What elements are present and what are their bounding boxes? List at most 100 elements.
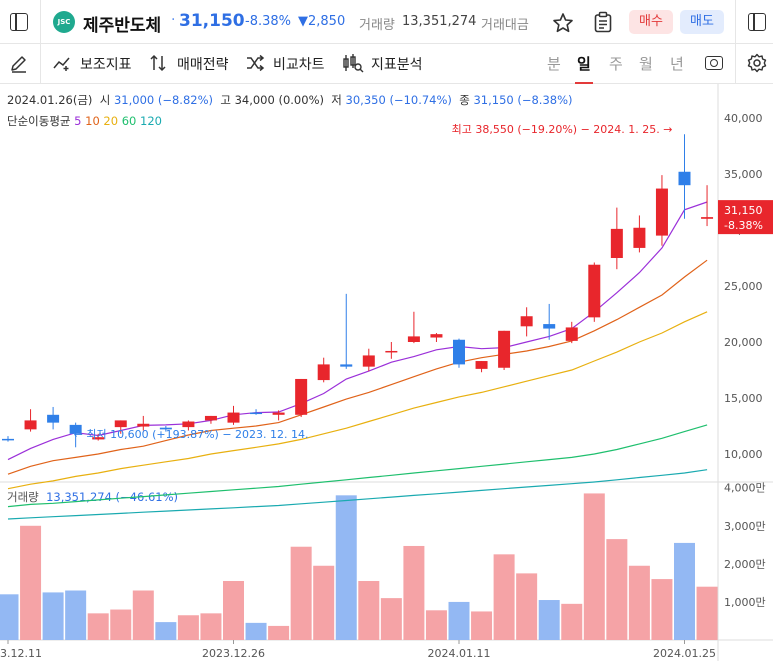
volume-bar bbox=[448, 601, 470, 640]
candle-body bbox=[250, 412, 263, 415]
price-tick-label: 10,000 bbox=[724, 448, 763, 461]
volume-bar bbox=[177, 615, 199, 640]
x-tick-label: 2023.12.26 bbox=[202, 647, 265, 660]
last-price-badge bbox=[718, 200, 773, 235]
low-annotation: ← 최저 10,600 (+193.87%) − 2023. 12. 14. bbox=[74, 428, 309, 441]
candle-body bbox=[340, 364, 353, 367]
candle-body bbox=[678, 171, 691, 186]
candle-body bbox=[47, 414, 60, 423]
volume-bar bbox=[516, 573, 538, 640]
moving-average-ma5 bbox=[7, 201, 708, 461]
price-tick-label: 35,000 bbox=[724, 168, 763, 181]
volume-bar bbox=[538, 600, 560, 640]
clipboard-icon[interactable] bbox=[593, 11, 613, 33]
star-icon[interactable] bbox=[552, 12, 574, 34]
open-value: 31,000 (−8.82%) bbox=[113, 93, 214, 107]
candle-body bbox=[543, 324, 556, 329]
volume-bar bbox=[335, 495, 357, 640]
stock-header: JSC 제주반도체 · 31,150 -8.38% ▼2,850 거래량 13,… bbox=[0, 0, 773, 44]
volume-tick-label: 1,000만 bbox=[724, 596, 766, 609]
current-price: 31,150 bbox=[179, 11, 245, 31]
last-price-label: 31,150 bbox=[724, 204, 763, 217]
candle-body bbox=[475, 361, 488, 369]
high-annotation: 최고 38,550 (−19.20%) − 2024. 1. 25. → bbox=[452, 123, 673, 136]
gear-icon[interactable] bbox=[747, 53, 767, 73]
candle-body bbox=[159, 427, 172, 430]
candle-body bbox=[2, 438, 14, 441]
volume-bar bbox=[42, 592, 64, 640]
ma-120: 120 bbox=[140, 114, 162, 128]
volume-bar bbox=[223, 580, 244, 640]
volume-bar bbox=[200, 613, 222, 640]
stock-logo: JSC bbox=[53, 11, 75, 33]
volume-bar bbox=[110, 609, 132, 640]
volume-bar bbox=[290, 546, 312, 640]
candle-body bbox=[588, 264, 601, 318]
price-tick-label: 25,000 bbox=[724, 280, 763, 293]
high-label: 고 bbox=[220, 93, 231, 107]
high-value: 34,000 (0.00%) bbox=[234, 93, 324, 107]
close-value: 31,150 (−8.38%) bbox=[473, 93, 573, 107]
indicator-button[interactable]: 보조지표 bbox=[80, 57, 132, 73]
sidebar-toggle-icon[interactable] bbox=[10, 13, 28, 31]
candle-body bbox=[655, 188, 668, 236]
sell-button[interactable]: 매도 bbox=[680, 10, 724, 34]
volume-info: 거래량 13,351,274 (−46.61%) bbox=[7, 489, 178, 505]
volume-tick-label: 2,000만 bbox=[724, 558, 766, 571]
volume-bar bbox=[606, 539, 628, 640]
volume-bar bbox=[132, 590, 154, 640]
compare-shuffle-icon[interactable] bbox=[245, 54, 265, 72]
pencil-icon[interactable] bbox=[9, 54, 29, 74]
analysis-candle-icon[interactable] bbox=[342, 53, 364, 73]
ohlc-info: 2024.01.26(금) 시 31,000 (−8.82%) 고 34,000… bbox=[7, 92, 573, 108]
candle-body bbox=[182, 421, 195, 428]
x-tick-label: 3.12.11 bbox=[0, 647, 42, 660]
moving-average-legend[interactable]: 단순이동평균 5 10 20 60 120 bbox=[7, 113, 162, 129]
volume-bar bbox=[358, 580, 380, 640]
candle-body bbox=[92, 437, 105, 440]
period-week[interactable]: 주 bbox=[609, 55, 623, 73]
period-year[interactable]: 년 bbox=[670, 55, 684, 73]
volume-bar bbox=[493, 554, 515, 640]
moving-average-ma60 bbox=[7, 424, 708, 508]
candle-body bbox=[520, 316, 533, 327]
trade-strategy-icon[interactable] bbox=[148, 54, 168, 72]
indicator-analysis-button[interactable]: 지표분석 bbox=[371, 57, 423, 73]
volume-info-value: 13,351,274 (−46.61%) bbox=[46, 490, 179, 504]
compare-chart-button[interactable]: 비교차트 bbox=[273, 57, 325, 73]
period-day[interactable]: 일 bbox=[577, 55, 591, 73]
x-tick-label: 2024.01.11 bbox=[428, 647, 491, 660]
right-panel-toggle-icon[interactable] bbox=[748, 13, 766, 31]
toolbar-divider-right bbox=[735, 44, 736, 84]
stock-name: 제주반도체 bbox=[83, 16, 162, 36]
buy-button[interactable]: 매수 bbox=[629, 10, 673, 34]
volume-bar bbox=[20, 525, 42, 640]
camera-icon[interactable] bbox=[705, 56, 723, 70]
ma-20: 20 bbox=[103, 114, 119, 128]
volume-bar bbox=[583, 493, 605, 640]
candle-body bbox=[701, 217, 714, 219]
trade-strategy-button[interactable]: 매매전략 bbox=[177, 57, 229, 73]
candle-body bbox=[565, 327, 578, 341]
candle-body bbox=[430, 334, 443, 338]
volume-tick-label: 4,000만 bbox=[724, 482, 766, 495]
ma-60: 60 bbox=[121, 114, 137, 128]
period-month[interactable]: 월 bbox=[639, 55, 653, 73]
indicator-icon[interactable] bbox=[52, 54, 72, 72]
volume-bar bbox=[403, 545, 425, 640]
header-divider-right bbox=[735, 0, 736, 44]
volume-bar bbox=[0, 594, 19, 640]
candle-body bbox=[204, 415, 217, 421]
x-tick-label: 2024.01.25 bbox=[653, 647, 716, 660]
candle-body bbox=[295, 378, 308, 415]
toolbar-divider bbox=[40, 44, 41, 84]
moving-average-ma10 bbox=[7, 259, 708, 475]
open-label: 시 bbox=[99, 93, 111, 107]
candle-body bbox=[453, 339, 465, 365]
period-minute[interactable]: 분 bbox=[547, 55, 561, 73]
low-value: 30,350 (−10.74%) bbox=[345, 93, 452, 107]
volume-bar bbox=[628, 565, 650, 640]
volume-tick-label: 3,000만 bbox=[724, 520, 766, 533]
info-date: 2024.01.26(금) bbox=[7, 93, 93, 107]
